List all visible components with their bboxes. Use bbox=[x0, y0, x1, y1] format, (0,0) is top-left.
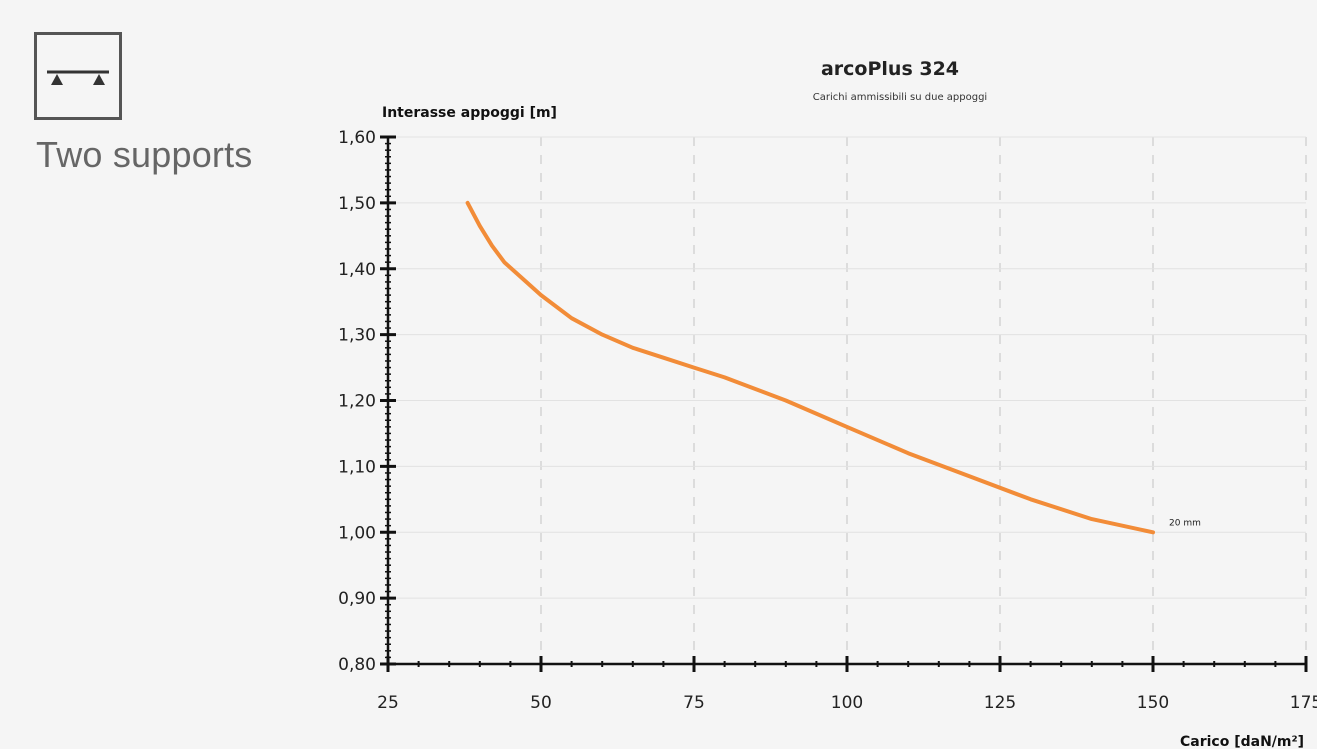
x-axis-title: Carico [daN/m²] bbox=[1180, 734, 1304, 749]
tick-labels: 25 50 75 100 125 150 175 0,80 0,90 1,00 1,10 1,20 1,… bbox=[338, 128, 1317, 713]
y-tick-label: 0,90 bbox=[338, 589, 376, 609]
y-tick-label: 1,10 bbox=[338, 457, 376, 477]
y-tick-label: 1,30 bbox=[338, 326, 376, 346]
y-tick-label: 1,50 bbox=[338, 194, 376, 214]
y-tick-label: 0,80 bbox=[338, 655, 376, 675]
y-tick-label: 1,00 bbox=[338, 523, 376, 543]
chart-grid bbox=[388, 136, 1307, 664]
x-tick-label: 75 bbox=[683, 693, 705, 713]
chart-series: 20 mm bbox=[465, 200, 1201, 535]
x-tick-label: 150 bbox=[1137, 693, 1169, 713]
y-tick-label: 1,60 bbox=[338, 128, 376, 148]
series-line bbox=[465, 200, 1155, 535]
y-axis-title: Interasse appoggi [m] bbox=[382, 105, 557, 121]
chart-subtitle: Carichi ammissibili su due appoggi bbox=[813, 92, 987, 103]
x-tick-label: 100 bbox=[831, 693, 863, 713]
x-tick-label: 25 bbox=[377, 693, 399, 713]
series-annotation: 20 mm bbox=[1169, 518, 1201, 528]
chart-title: arcoPlus 324 bbox=[821, 58, 959, 80]
y-tick-label: 1,40 bbox=[338, 260, 376, 280]
support-label: Two supports bbox=[36, 134, 253, 175]
chart-axes bbox=[380, 135, 1308, 672]
y-tick-label: 1,20 bbox=[338, 392, 376, 412]
x-tick-label: 125 bbox=[984, 693, 1016, 713]
support-diagram-box bbox=[34, 32, 122, 120]
two-supports-icon bbox=[47, 70, 109, 85]
x-tick-label: 50 bbox=[530, 693, 552, 713]
x-tick-label: 175 bbox=[1290, 693, 1317, 713]
